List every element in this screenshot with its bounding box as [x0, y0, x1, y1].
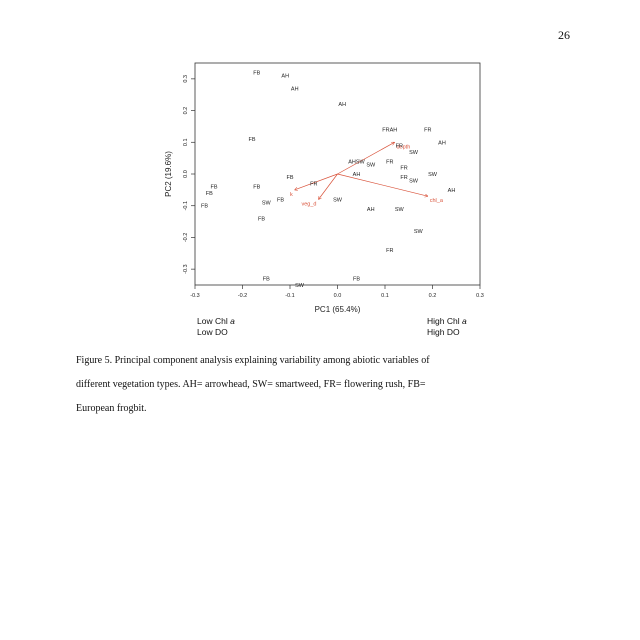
sample-point-label: FB: [277, 197, 284, 203]
sample-point-label: FB: [353, 277, 360, 283]
sample-point-label: FB: [258, 216, 265, 222]
corner-label-low: Low Chl a Low DO: [197, 316, 235, 338]
y-tick-label: -0.1: [183, 201, 189, 210]
corner-label-high: High Chl a High DO: [427, 316, 467, 338]
sample-point-label: AHSW: [348, 159, 365, 165]
sample-point-label: AH: [438, 140, 446, 146]
sample-point-label: AH: [353, 172, 361, 178]
sample-point-label: FR: [310, 182, 317, 188]
y-tick-label: 0.2: [183, 107, 189, 115]
sample-point-label: SW: [262, 201, 272, 207]
y-tick-label: 0.3: [183, 75, 189, 83]
loading-vector-arrow: [337, 142, 395, 175]
sample-point-label: FB: [253, 71, 260, 77]
y-tick-label: -0.2: [183, 233, 189, 242]
figure-caption: Figure 5. Principal component analysis e…: [76, 349, 546, 421]
sample-point-label: AH: [338, 102, 346, 108]
x-axis-title: PC1 (65.4%): [315, 305, 361, 314]
sample-point-label: FRAH: [382, 128, 397, 134]
x-tick-label: 0.0: [334, 293, 342, 299]
sample-point-label: FB: [263, 277, 270, 283]
x-tick-label: -0.1: [285, 293, 294, 299]
y-tick-label: -0.3: [183, 264, 189, 273]
loading-vector-arrow: [295, 173, 338, 190]
x-tick-label: 0.1: [381, 293, 389, 299]
high-do-label: High DO: [427, 327, 460, 337]
y-axis-title: PC2 (19.6%): [164, 151, 173, 197]
sample-point-label: FR: [400, 175, 407, 181]
caption-line-2: different vegetation types. AH= arrowhea…: [76, 379, 426, 390]
pca-biplot-chart: -0.3 -0.2 -0.1 0.0 0.1 0.2 0.3 -0.3 -0.2 -0.1 0.0 0…: [164, 62, 484, 314]
loading-vector-label: veg_d: [302, 201, 317, 207]
sample-point-label: AH: [281, 74, 289, 80]
sample-point-label: SW: [409, 150, 419, 156]
x-tick-label: 0.2: [429, 293, 437, 299]
sample-point-label: SW: [295, 283, 305, 289]
y-tick-label: 0.0: [183, 170, 189, 178]
sample-point-label: AH: [291, 86, 299, 92]
page-number: 26: [558, 28, 570, 42]
sample-point-label: FB: [248, 137, 255, 143]
pca-biplot-figure: -0.3 -0.2 -0.1 0.0 0.1 0.2 0.3 -0.3 -0.2 -0.1 0.0 0…: [150, 55, 495, 345]
sample-point-label: FR: [400, 166, 407, 172]
loading-vector-label: chl_a: [430, 198, 444, 204]
sample-point-label: FB: [206, 191, 213, 197]
sample-point-label: FR: [386, 248, 393, 254]
sample-point-label: AH: [448, 188, 456, 194]
sample-point-label: FB: [201, 204, 208, 210]
sample-point-label: FR: [396, 143, 403, 149]
sample-point-label: SW: [333, 197, 343, 203]
caption-line-3: European frogbit.: [76, 403, 147, 414]
sample-point-label: FB: [210, 185, 217, 191]
loading-vector-arrow: [337, 173, 428, 196]
low-do-label: Low DO: [197, 327, 228, 337]
x-tick-label: -0.2: [238, 293, 247, 299]
sample-point-label: FB: [286, 175, 293, 181]
loading-vector-arrow: [319, 173, 338, 199]
sample-point-label: SW: [414, 229, 424, 235]
x-tick-label: -0.3: [190, 293, 199, 299]
low-chl-label: Low Chl a: [197, 316, 235, 326]
sample-point-label: FR: [424, 128, 431, 134]
sample-point-label: FR: [386, 159, 393, 165]
sample-point-label: FB: [253, 185, 260, 191]
caption-line-1: Figure 5. Principal component analysis e…: [76, 355, 430, 366]
y-tick-label: 0.1: [183, 138, 189, 146]
sample-point-label: SW: [409, 178, 419, 184]
loading-vector-label: depth: [397, 144, 411, 150]
sample-point-label: SW: [395, 207, 405, 213]
loading-vector-label: k: [290, 192, 293, 198]
sample-point-label: AH: [367, 207, 375, 213]
sample-point-label: SW: [366, 162, 376, 168]
high-chl-label: High Chl a: [427, 316, 467, 326]
x-tick-label: 0.3: [476, 293, 484, 299]
sample-point-label: SW: [428, 172, 438, 178]
